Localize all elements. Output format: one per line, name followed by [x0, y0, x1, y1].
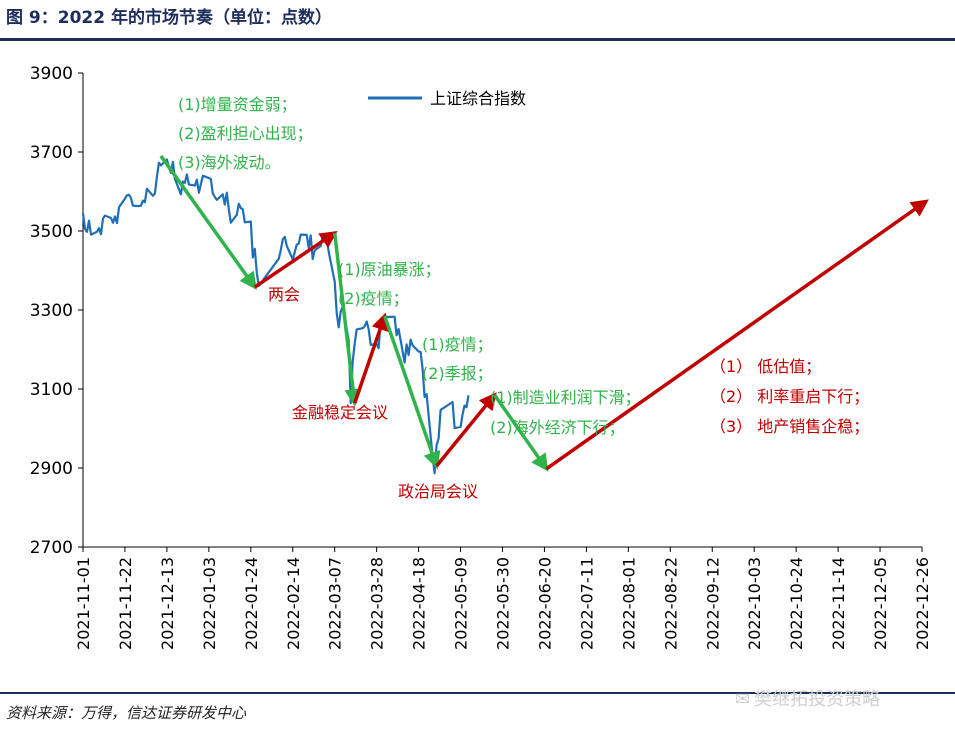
- y-tick-label: 3700: [30, 143, 73, 163]
- series-line-shanghai-composite: [81, 158, 470, 475]
- note-green2-line2: (2)疫情；: [338, 289, 409, 308]
- x-tick-label: 2022-09-12: [703, 557, 722, 650]
- note-green1-line2: (2)盈利担心出现；: [178, 124, 313, 143]
- note-green3-line1: (1)疫情；: [422, 335, 493, 354]
- chart-area: 2700 2900 3100 3300 3500 3700 3900 2021-11-01 20…: [30, 64, 932, 650]
- y-tick-label: 3500: [30, 222, 73, 242]
- note-green4-line2: (2)海外经济下行；: [490, 418, 625, 437]
- watermark: ✉ 樊继拓投资策略: [735, 685, 880, 711]
- trend-arrow-green: [382, 315, 441, 470]
- y-tick-label: 2900: [30, 459, 73, 479]
- x-tick-label: 2022-05-30: [494, 557, 513, 650]
- annotations: (1)增量资金弱； (2)盈利担心出现； (3)海外波动。 两会 (1)原油暴涨…: [178, 95, 869, 501]
- x-tick-label: 2022-04-18: [410, 557, 429, 650]
- x-tick-label: 2022-08-22: [661, 557, 680, 650]
- x-tick-label: 2022-12-05: [871, 557, 890, 650]
- x-tick-label: 2022-01-03: [200, 557, 219, 650]
- x-tick-label: 2022-05-09: [452, 557, 471, 650]
- top-rule: [0, 38, 955, 41]
- x-tick-label: 2022-03-28: [368, 557, 387, 650]
- note-red2: 金融稳定会议: [292, 403, 388, 422]
- x-tick-label: 2022-01-24: [242, 557, 261, 650]
- x-tick-label: 2021-11-22: [116, 557, 135, 650]
- watermark-text: 樊继拓投资策略: [754, 689, 881, 710]
- note-green1-line3: (3)海外波动。: [178, 153, 281, 172]
- note-green1-line1: (1)增量资金弱；: [178, 95, 297, 114]
- wechat-icon: ✉: [735, 689, 751, 710]
- x-tick-label: 2022-10-24: [787, 557, 806, 650]
- x-tick-label: 2022-02-14: [284, 557, 303, 650]
- series-layer: [81, 158, 470, 475]
- trend-arrow-red: [545, 199, 929, 471]
- x-tick-label: 2022-06-20: [535, 557, 554, 650]
- legend-label: 上证综合指数: [430, 89, 526, 108]
- note-green2-line1: (1)原油暴涨；: [338, 260, 441, 279]
- trend-arrow-green: [332, 232, 362, 407]
- trend-arrow-green: [493, 393, 549, 472]
- y-tick-label: 3300: [30, 301, 73, 321]
- x-tick-label: 2021-12-13: [158, 557, 177, 650]
- note-red1: 两会: [268, 285, 300, 304]
- arrow-layer: [159, 154, 929, 472]
- trend-arrow-green: [159, 154, 257, 290]
- note-red3: 政治局会议: [398, 482, 478, 501]
- note-green4-line1: (1)制造业利润下滑；: [490, 388, 641, 407]
- x-tick-label: 2022-12-26: [913, 557, 932, 650]
- legend: 上证综合指数: [368, 89, 526, 108]
- y-tick-label: 3100: [30, 380, 73, 400]
- y-tick-label: 3900: [30, 64, 73, 84]
- note-red4-line3: （3） 地产销售企稳；: [710, 417, 869, 436]
- axes: 2700 2900 3100 3300 3500 3700 3900 2021-11-01 20…: [30, 64, 932, 650]
- y-tick-label: 2700: [30, 538, 73, 558]
- trend-arrow-red: [435, 392, 497, 468]
- note-red4-line1: （1） 低估值；: [710, 357, 821, 376]
- note-red4-line2: （2） 利率重启下行；: [710, 387, 869, 406]
- trend-arrow-red: [253, 231, 338, 289]
- x-tick-label: 2022-08-01: [619, 557, 638, 650]
- x-tick-label: 2022-03-07: [326, 557, 345, 650]
- trend-arrow-red: [353, 312, 389, 404]
- source-note: 资料来源：万得，信达证券研发中心: [6, 704, 247, 722]
- chart-title: 图 9：2022 年的市场节奏（单位：点数）: [6, 8, 332, 28]
- x-tick-label: 2022-11-14: [829, 557, 848, 650]
- x-tick-label: 2022-10-03: [745, 557, 764, 650]
- x-tick-label: 2022-07-11: [577, 557, 596, 650]
- bottom-rule: [0, 692, 955, 694]
- x-tick-label: 2021-11-01: [74, 557, 93, 650]
- note-green3-line2: (2)季报；: [422, 364, 493, 383]
